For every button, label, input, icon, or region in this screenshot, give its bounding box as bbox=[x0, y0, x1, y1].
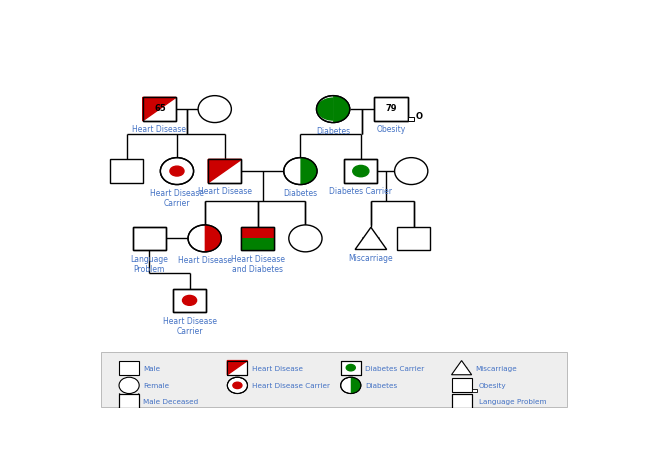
Ellipse shape bbox=[198, 96, 231, 123]
Text: Diabetes: Diabetes bbox=[283, 189, 317, 198]
Text: Diabetes: Diabetes bbox=[316, 127, 350, 136]
Polygon shape bbox=[351, 377, 361, 394]
Polygon shape bbox=[300, 158, 317, 185]
Ellipse shape bbox=[188, 225, 221, 252]
Text: Heart Disease: Heart Disease bbox=[198, 187, 252, 196]
Polygon shape bbox=[205, 225, 221, 252]
Polygon shape bbox=[227, 361, 248, 375]
Bar bbox=[341, 361, 361, 375]
Bar bbox=[344, 160, 378, 184]
Bar bbox=[408, 118, 414, 122]
Bar bbox=[101, 352, 567, 407]
Bar bbox=[397, 227, 430, 251]
Bar bbox=[341, 361, 361, 375]
Text: Obesity: Obesity bbox=[376, 125, 406, 134]
Bar bbox=[374, 98, 408, 122]
Bar bbox=[374, 98, 408, 122]
Bar bbox=[208, 160, 241, 184]
Polygon shape bbox=[208, 160, 241, 184]
Bar bbox=[119, 394, 139, 408]
Bar bbox=[119, 361, 139, 375]
Circle shape bbox=[233, 382, 242, 389]
Text: Diabetes: Diabetes bbox=[365, 382, 397, 388]
Bar bbox=[241, 227, 274, 251]
Ellipse shape bbox=[317, 96, 350, 123]
Polygon shape bbox=[333, 96, 350, 123]
Text: Miscarriage: Miscarriage bbox=[348, 253, 393, 263]
Bar bbox=[241, 227, 274, 251]
Text: Heart Disease: Heart Disease bbox=[252, 365, 302, 371]
Text: Diabetes Carrier: Diabetes Carrier bbox=[365, 365, 424, 371]
Text: Heart Disease
Carrier: Heart Disease Carrier bbox=[150, 189, 204, 208]
Bar bbox=[208, 160, 241, 184]
Ellipse shape bbox=[395, 158, 428, 185]
Text: 79: 79 bbox=[385, 104, 396, 113]
Text: 65: 65 bbox=[155, 104, 166, 112]
Bar bbox=[227, 361, 248, 375]
Text: O: O bbox=[415, 112, 423, 121]
Bar bbox=[241, 239, 274, 251]
Bar bbox=[143, 98, 176, 122]
Ellipse shape bbox=[341, 377, 361, 394]
Bar bbox=[133, 227, 166, 251]
Polygon shape bbox=[143, 98, 176, 122]
Bar bbox=[452, 394, 472, 408]
Polygon shape bbox=[452, 361, 472, 375]
Text: Miscarriage: Miscarriage bbox=[476, 365, 517, 371]
Ellipse shape bbox=[119, 377, 139, 394]
Circle shape bbox=[170, 167, 184, 177]
Text: Male: Male bbox=[143, 365, 161, 371]
Text: Heart Disease: Heart Disease bbox=[133, 125, 187, 134]
Bar bbox=[452, 379, 472, 392]
Polygon shape bbox=[355, 228, 387, 250]
Text: Female: Female bbox=[143, 382, 170, 388]
Bar bbox=[173, 289, 206, 313]
Bar bbox=[241, 227, 274, 239]
Text: Heart Disease Carrier: Heart Disease Carrier bbox=[252, 382, 330, 388]
Text: Heart Disease: Heart Disease bbox=[177, 256, 231, 265]
Text: Heart Disease
Carrier: Heart Disease Carrier bbox=[162, 316, 216, 335]
Text: Heart Disease
and Diabetes: Heart Disease and Diabetes bbox=[231, 254, 285, 274]
Bar bbox=[472, 389, 476, 392]
Bar bbox=[133, 227, 166, 251]
Bar bbox=[452, 394, 472, 408]
Circle shape bbox=[346, 365, 356, 371]
Bar bbox=[110, 160, 143, 184]
Ellipse shape bbox=[227, 377, 248, 394]
Bar bbox=[143, 98, 176, 122]
Text: Obesity: Obesity bbox=[478, 382, 506, 388]
Text: Language
Problem: Language Problem bbox=[130, 254, 168, 274]
Ellipse shape bbox=[161, 158, 194, 185]
Bar bbox=[344, 160, 378, 184]
Bar bbox=[119, 394, 139, 408]
Text: Male Deceased: Male Deceased bbox=[143, 398, 198, 404]
Text: Language Problem: Language Problem bbox=[478, 398, 546, 404]
Bar bbox=[173, 289, 206, 313]
Circle shape bbox=[183, 296, 196, 306]
Text: Diabetes Carrier: Diabetes Carrier bbox=[330, 187, 393, 196]
Circle shape bbox=[353, 166, 369, 177]
Wedge shape bbox=[317, 98, 350, 122]
Ellipse shape bbox=[289, 225, 322, 252]
Bar bbox=[227, 361, 248, 375]
Ellipse shape bbox=[284, 158, 317, 185]
